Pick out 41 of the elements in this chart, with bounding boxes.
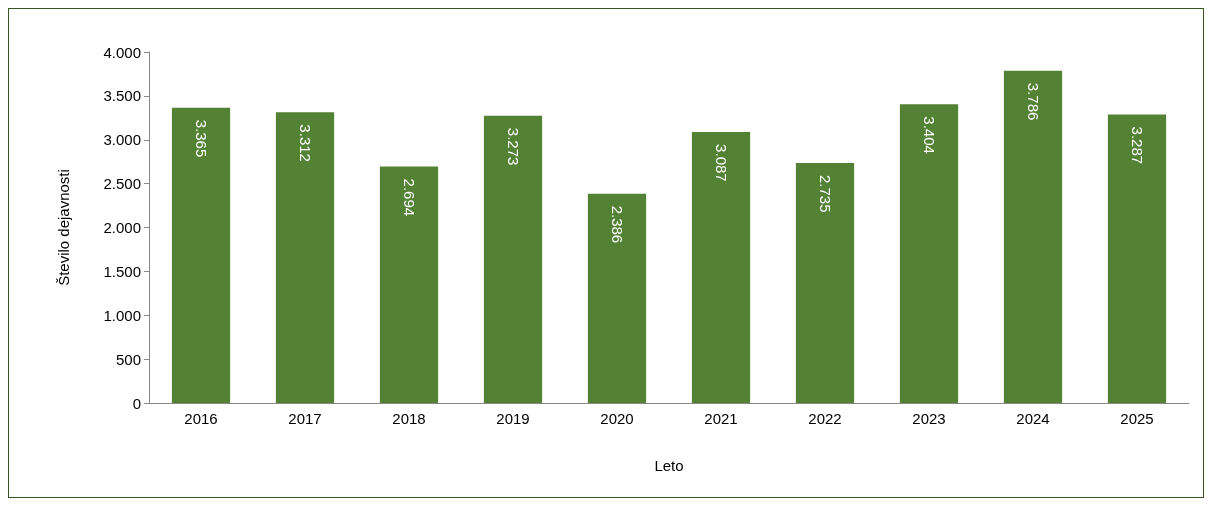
- x-tick-label: 2024: [1016, 410, 1050, 427]
- data-label: 3.312: [296, 124, 314, 162]
- bar: [275, 112, 335, 403]
- data-label: 3.087: [712, 144, 730, 182]
- x-axis-title: Leto: [654, 457, 684, 474]
- y-axis-title: Število dejavnosti: [55, 169, 72, 286]
- data-label: 3.786: [1024, 82, 1042, 121]
- data-label: 3.287: [1128, 126, 1146, 165]
- bar: [899, 104, 959, 403]
- x-tick-label: 2018: [392, 410, 426, 427]
- x-tick-label: 2022: [808, 410, 842, 427]
- bar: [1003, 70, 1063, 403]
- bar: [795, 163, 855, 403]
- data-label: 2.386: [608, 205, 626, 244]
- bar: [691, 132, 751, 403]
- y-tick-label: 500: [115, 350, 141, 368]
- y-tick-label: 4.000: [103, 43, 141, 61]
- x-tick-label: 2019: [496, 410, 530, 427]
- data-label: 2.735: [816, 175, 834, 213]
- x-tick-label: 2021: [704, 410, 738, 427]
- data-label: 2.694: [400, 178, 418, 217]
- y-tick-label: 1.000: [103, 306, 141, 324]
- x-tick-label: 2016: [184, 410, 218, 427]
- data-label: 3.365: [192, 119, 210, 158]
- x-tick-label: 2017: [288, 410, 322, 427]
- bar: [587, 193, 647, 403]
- y-tick-label: 3.500: [103, 87, 141, 105]
- data-label: 3.404: [920, 116, 938, 154]
- x-tick-label: 2020: [600, 410, 634, 427]
- y-tick-label: 2.500: [103, 175, 141, 193]
- bar: [1107, 114, 1167, 403]
- bar: [483, 115, 543, 403]
- x-tick-label: 2025: [1120, 410, 1154, 427]
- y-tick-label: 0: [132, 394, 141, 412]
- data-label: 3.273: [504, 127, 522, 166]
- x-tick-label: 2023: [912, 410, 946, 427]
- y-tick-label: 3.000: [103, 131, 141, 149]
- y-tick-label: 2.000: [103, 219, 141, 236]
- bar: [171, 107, 231, 403]
- bar: [379, 166, 439, 403]
- y-tick-label: 1.500: [103, 262, 141, 280]
